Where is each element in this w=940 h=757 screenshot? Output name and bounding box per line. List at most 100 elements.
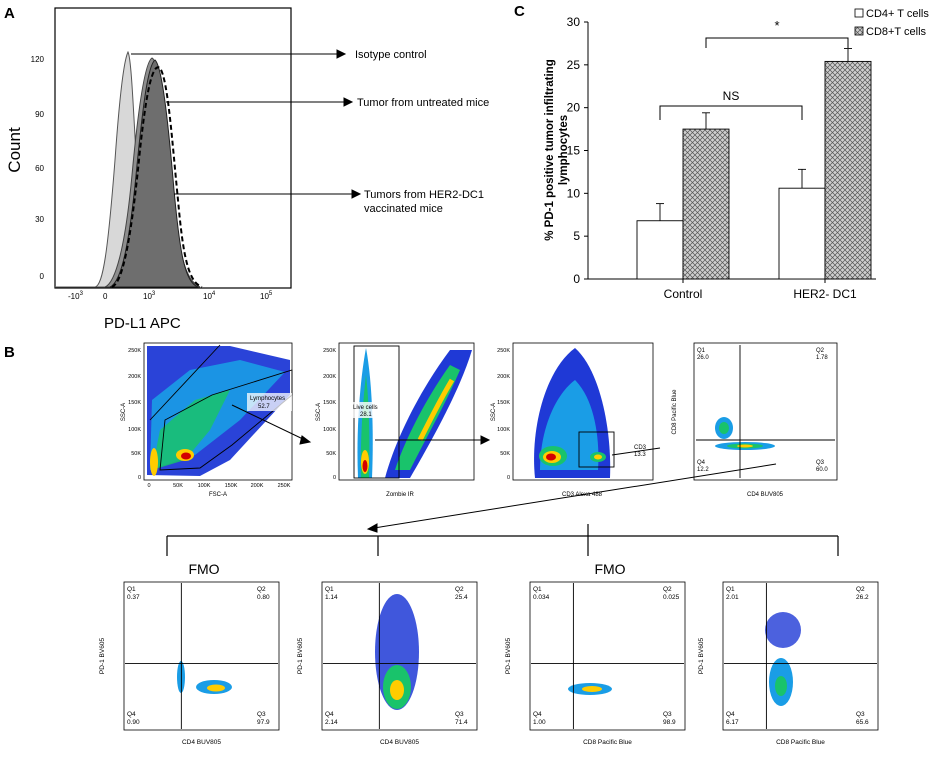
quadrant-label: Q2 xyxy=(663,586,672,593)
density-cd3-yellow xyxy=(594,454,602,460)
y-tick-label: 30 xyxy=(567,15,581,29)
density-peak xyxy=(390,680,404,700)
quadrant-label: Q4 xyxy=(325,711,334,718)
plot-title: FMO xyxy=(188,561,219,577)
quadrant-labels: Q1 26.0 Q2 1.78 Q4 12.2 Q3 60.0 xyxy=(697,348,828,473)
density-green xyxy=(152,390,230,470)
y-ticks: 0 50K 100K 150K 200K 250K xyxy=(323,348,336,481)
gating-arrows xyxy=(231,404,777,533)
x-tick: -103 xyxy=(68,291,84,301)
svg-text:50K: 50K xyxy=(326,451,336,457)
x-tick-label: HER2- DC1 xyxy=(793,287,857,301)
svg-text:1.78: 1.78 xyxy=(816,355,828,361)
x-axis-label: FSC-A xyxy=(209,492,227,498)
svg-text:Q2: Q2 xyxy=(816,348,825,354)
y-tick: 30 xyxy=(35,215,44,224)
cd4-cluster-peak xyxy=(737,444,753,448)
lymphocyte-gate xyxy=(159,369,293,471)
gate-label: Lymphocytes xyxy=(250,396,285,402)
x-tick: 0 xyxy=(103,292,108,301)
ns-label: NS xyxy=(723,89,740,103)
cd8-cluster-core xyxy=(719,422,729,434)
svg-text:200K: 200K xyxy=(128,374,141,380)
quadrant-label: Q3 xyxy=(663,711,672,718)
y-axis-label: PD-1 BV605 xyxy=(698,638,705,675)
svg-text:12.2: 12.2 xyxy=(697,467,709,473)
quadrant-value: 0.37 xyxy=(127,594,140,601)
x-axis-label: CD4 BUV805 xyxy=(182,739,221,746)
panel-c-label: C xyxy=(514,3,525,20)
quadrant-label: Q1 xyxy=(533,586,542,593)
svg-text:250K: 250K xyxy=(128,348,141,354)
quadrant-value: 1.00 xyxy=(533,719,546,726)
y-label-line: % PD-1 positive tumor infiltrating xyxy=(544,59,556,240)
x-ticks: 0 50K 100K 150K 200K 250K xyxy=(147,483,290,489)
bar-cd8 xyxy=(682,128,730,280)
flow-plot-cd4-cd8: Q1 26.0 Q2 1.78 Q4 12.2 Q3 60.0 CD8 Paci… xyxy=(672,342,838,498)
y-tick-label: 25 xyxy=(567,58,581,72)
quadrant-label: Q4 xyxy=(533,711,542,718)
svg-text:200K: 200K xyxy=(251,483,264,489)
quadrant-label: Q1 xyxy=(127,586,136,593)
gate-line xyxy=(149,344,221,421)
quadrant-label: Q4 xyxy=(726,711,735,718)
gate-label-bg xyxy=(247,393,292,411)
histogram-annotation-arrows xyxy=(131,49,362,199)
quadrant-label: Q3 xyxy=(856,711,865,718)
panel-c: C % PD-1 positive tumor infiltrating lymp… xyxy=(514,3,929,301)
bar-cd8 xyxy=(824,60,872,280)
x-axis-label: CD8 Pacific Blue xyxy=(776,739,825,746)
svg-text:0: 0 xyxy=(333,475,336,481)
gate-value: 52.7 xyxy=(258,404,270,410)
quadrant-value: 97.9 xyxy=(257,719,270,726)
annotation-her2-dc1: Tumors from HER2-DC1 xyxy=(364,189,484,201)
bar-chart-bars xyxy=(636,48,872,280)
y-tick: 60 xyxy=(35,164,44,173)
x-tick: 103 xyxy=(143,291,156,301)
x-axis-label: CD8 Pacific Blue xyxy=(583,739,632,746)
svg-text:150K: 150K xyxy=(128,400,141,406)
legend-label-cd4: CD4+ T cells xyxy=(866,8,929,20)
svg-text:250K: 250K xyxy=(278,483,291,489)
y-tick-label: 5 xyxy=(573,229,580,243)
quadrant-value: 0.90 xyxy=(127,719,140,726)
svg-text:250K: 250K xyxy=(497,348,510,354)
svg-text:250K: 250K xyxy=(323,348,336,354)
star-label: * xyxy=(774,18,779,33)
y-ticks: 0 50K 100K 150K 200K 250K xyxy=(128,348,141,481)
bar-chart-legend: CD4+ T cells CD8+T cells xyxy=(854,8,929,38)
svg-text:100K: 100K xyxy=(497,427,510,433)
quadrant-label: Q1 xyxy=(325,586,334,593)
quadrant-value: 0.80 xyxy=(257,594,270,601)
flow-plot-zombie: Live cells 28.1 0 50K 100K 150K 200K 250… xyxy=(316,342,475,498)
annotation-vaccinated: vaccinated mice xyxy=(364,203,443,215)
svg-text:0: 0 xyxy=(507,475,510,481)
y-tick: 90 xyxy=(35,110,44,119)
x-axis-label: CD4 BUV805 xyxy=(380,739,419,746)
plot-frame xyxy=(722,581,879,731)
quadrant-value: 2.01 xyxy=(726,594,739,601)
density-peak xyxy=(207,684,225,692)
svg-text:100K: 100K xyxy=(128,427,141,433)
density-red xyxy=(362,460,368,472)
gate-label: CD3 xyxy=(634,445,647,451)
legend-swatch-cd8 xyxy=(854,26,864,36)
svg-text:100K: 100K xyxy=(323,427,336,433)
ns-bracket xyxy=(659,105,803,120)
quadrant-value: 65.6 xyxy=(856,719,869,726)
density-yellow-band xyxy=(417,378,455,442)
density-red xyxy=(181,452,191,460)
y-axis-label: PD-1 BV605 xyxy=(297,638,304,675)
histogram-x-ticks: -103 0 103 104 105 xyxy=(68,291,273,301)
y-ticks: 0 50K 100K 150K 200K 250K xyxy=(497,348,510,481)
y-axis-label: SSC-A xyxy=(316,403,322,421)
x-tick: 105 xyxy=(260,291,273,301)
y-tick: 0 xyxy=(40,272,45,281)
quadrant-label: Q3 xyxy=(455,711,464,718)
svg-text:Q4: Q4 xyxy=(697,460,706,466)
